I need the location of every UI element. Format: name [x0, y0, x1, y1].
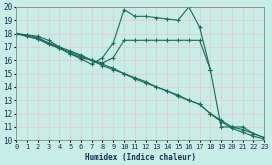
X-axis label: Humidex (Indice chaleur): Humidex (Indice chaleur) — [85, 152, 196, 162]
